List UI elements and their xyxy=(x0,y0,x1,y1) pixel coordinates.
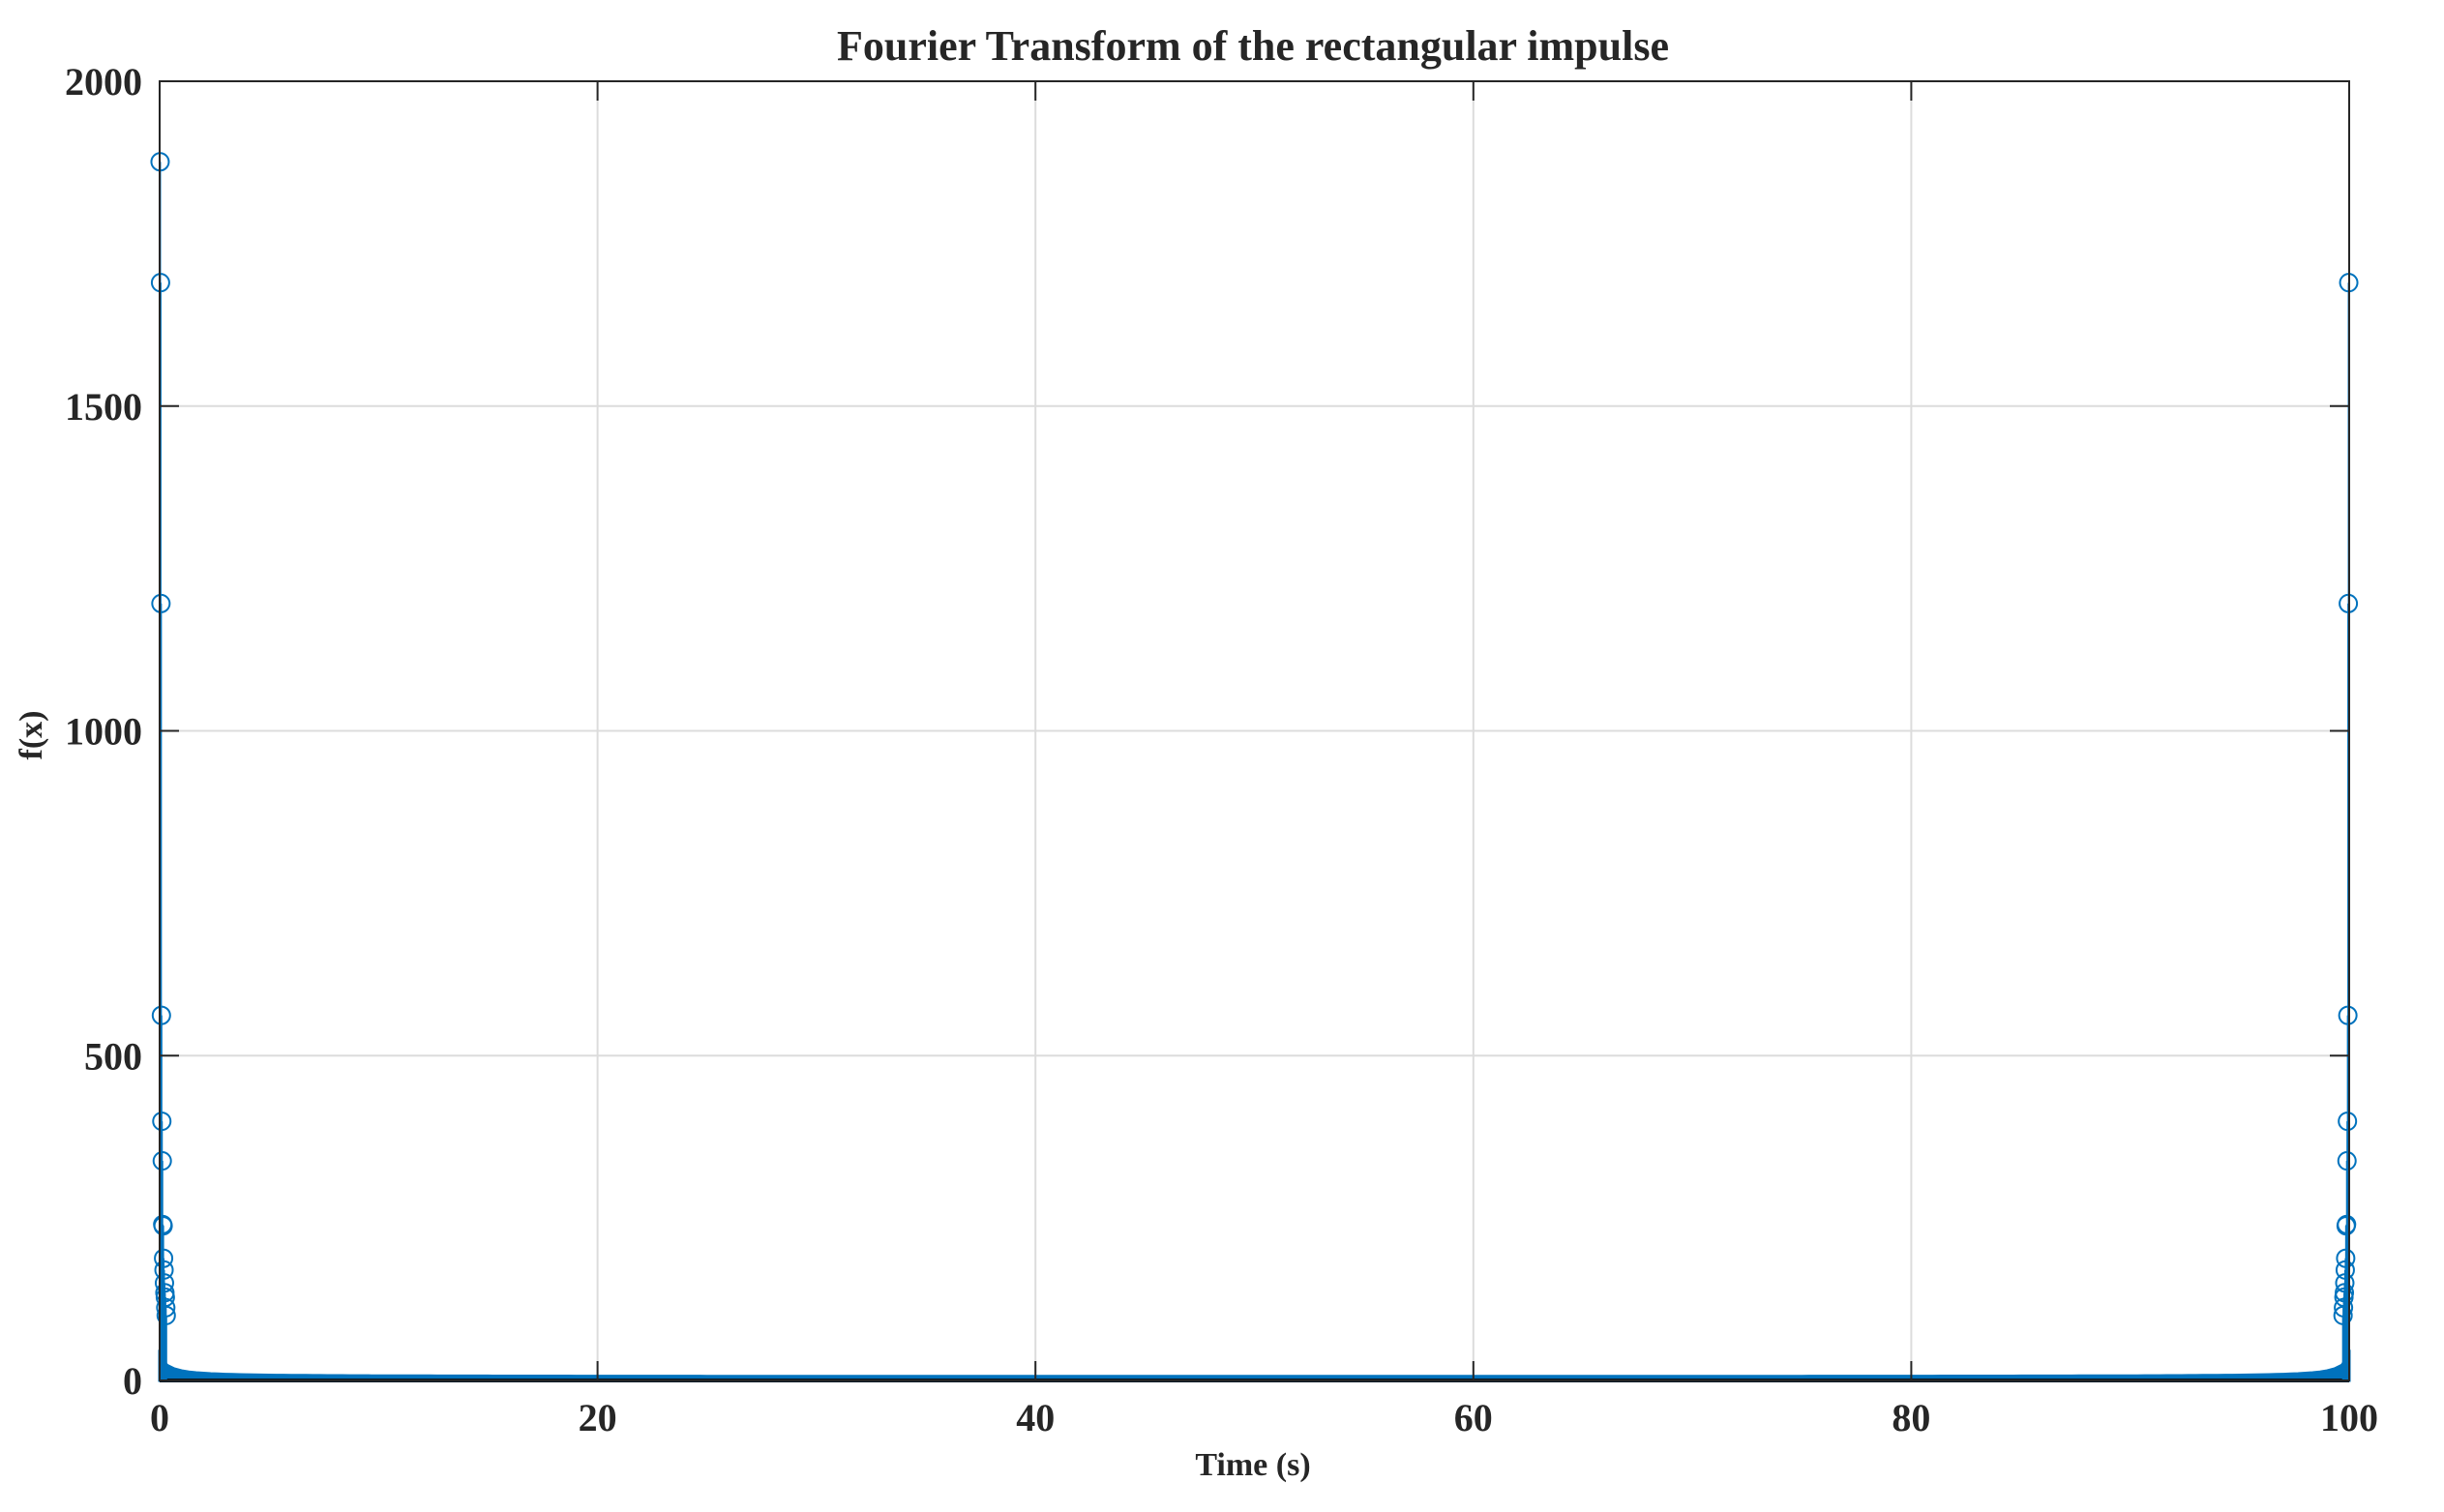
axes-layer xyxy=(159,80,2350,1381)
stem-marker xyxy=(152,1151,172,1171)
x-tick-label: 100 xyxy=(2320,1396,2378,1439)
stem-marker xyxy=(154,1248,174,1268)
y-tick-label: 500 xyxy=(84,1034,142,1078)
stem-marker xyxy=(153,1216,173,1236)
x-tick-label: 40 xyxy=(1016,1396,1055,1439)
x-tick-label: 60 xyxy=(1454,1396,1493,1439)
stem-marker xyxy=(2333,1305,2353,1325)
stem-marker xyxy=(2337,1151,2357,1171)
y-axis-label: f(x) xyxy=(14,711,49,760)
stem-marker xyxy=(2335,1260,2355,1280)
low-amplitude-stem-band xyxy=(158,1349,2351,1382)
stem-marker xyxy=(151,593,171,613)
stem-marker xyxy=(2335,1273,2355,1293)
stem-marker xyxy=(151,1005,171,1025)
stem-marker xyxy=(154,1260,174,1280)
x-axis-label: Time (s) xyxy=(1195,1447,1310,1483)
y-tick-label: 1000 xyxy=(65,710,142,754)
stem-marker xyxy=(156,1305,176,1325)
stem-marker xyxy=(154,1273,174,1293)
stem-marker xyxy=(2336,1248,2356,1268)
stem-marker xyxy=(2338,1005,2358,1025)
x-tick-label: 80 xyxy=(1892,1396,1930,1439)
stem-marker xyxy=(2336,1216,2356,1236)
x-tick-label: 0 xyxy=(150,1396,169,1439)
y-tick-label: 0 xyxy=(123,1359,142,1403)
stem-marker xyxy=(152,1112,172,1132)
y-tick-label: 2000 xyxy=(65,60,142,104)
stem-marker xyxy=(2338,1112,2358,1132)
x-tick-label: 20 xyxy=(579,1396,617,1439)
chart-title: Fourier Transform of the rectangular imp… xyxy=(837,22,1669,70)
y-tick-label: 1500 xyxy=(65,385,142,429)
